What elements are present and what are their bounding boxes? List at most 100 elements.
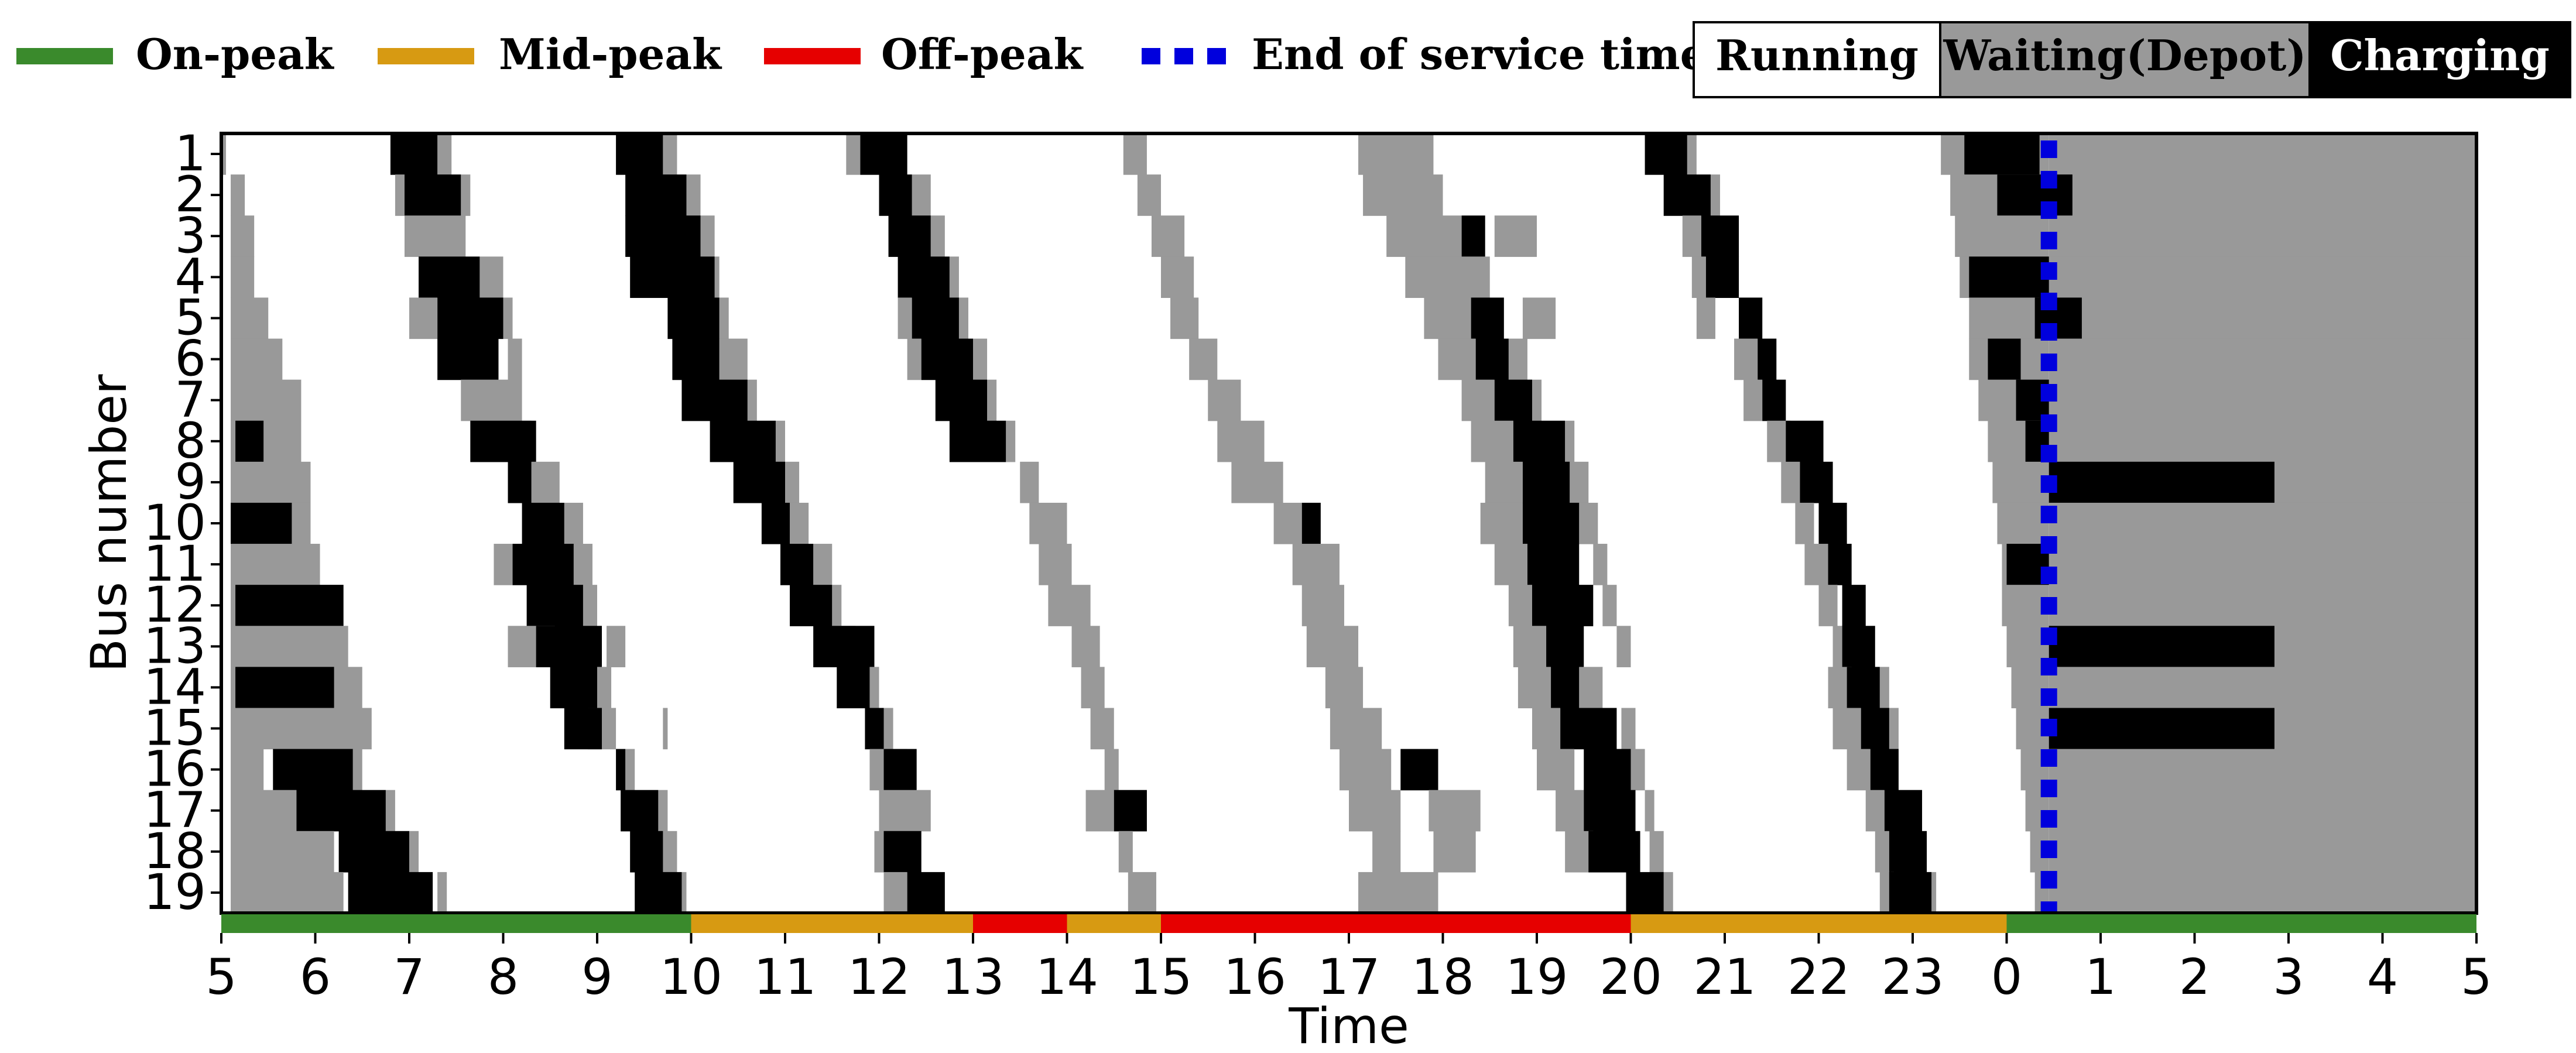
y-tick-label: 10 [143,494,206,551]
charging-bar [1842,585,1866,626]
waiting-bar [1471,420,1513,462]
waiting-bar [437,872,447,914]
waiting-bar [832,585,842,626]
charging-bar [1546,626,1584,667]
waiting-bar [461,379,522,421]
waiting-bar [409,831,419,873]
charging-bar [1997,174,2073,216]
legend-swatch-end-of-service [1207,48,1226,64]
waiting-bar [352,749,362,791]
waiting-bar [1104,749,1119,791]
waiting-bar [231,379,302,421]
waiting-bar [1537,749,1575,791]
x-tick-label: 1 [2085,948,2116,1006]
charging-bar [1663,174,1711,216]
charging-bar [550,667,597,709]
waiting-bar [1865,790,1885,832]
waiting-bar [719,338,748,380]
waiting-bar [949,256,959,299]
y-tick-label: 7 [175,371,206,428]
waiting-bar [1123,133,1147,175]
x-tick-label: 23 [1882,948,1944,1006]
y-tick-label: 6 [175,330,206,387]
legend: On-peak Mid-peak Off-peak End of service ti… [16,21,2571,98]
waiting-bar [1494,215,1537,257]
waiting-bar [1090,708,1114,750]
charging-bar [681,379,748,421]
x-tick-label: 5 [2461,948,2492,1006]
end-of-service-marker [2040,688,2057,706]
x-tick-label: 3 [2273,948,2304,1006]
charging-bar [526,585,583,626]
waiting-bar [461,174,471,216]
end-of-service-marker [2040,323,2057,341]
end-of-service-marker [2040,262,2057,280]
waiting-bar [898,297,912,339]
waiting-bar [1217,420,1265,462]
waiting-bar [1955,215,2049,257]
legend-state-box [1939,21,2311,98]
waiting-bar [1687,133,1697,175]
end-of-service-marker [2040,201,2057,219]
charging-bar [1626,872,1664,914]
charging-bar [1884,790,1923,832]
waiting-bar [1508,585,1532,626]
y-tick-label: 4 [175,248,206,305]
charging-bar [1522,502,1580,544]
waiting-bar [2049,790,2476,832]
charging-bar [883,749,917,791]
waiting-bar [663,133,677,175]
charging-bar [1705,256,1739,299]
x-tick-label: 6 [300,948,331,1006]
tariff-segment [691,914,973,933]
waiting-bar [1039,544,1072,585]
charging-bar [1584,790,1636,832]
plot-area [220,132,2478,933]
waiting-bar [231,461,311,503]
x-tick-label: 19 [1506,948,1568,1006]
x-tick-label: 5 [205,948,237,1006]
x-tick-label: 7 [393,948,424,1006]
waiting-bar [1649,831,1664,873]
charging-bar [1701,215,1739,257]
waiting-bar [714,256,720,299]
x-tick-label: 11 [754,948,817,1006]
waiting-bar [883,872,907,914]
charging-bar [1522,461,1570,503]
charging-bar [235,420,264,462]
charging-bar [1847,667,1880,709]
charging-bar [1828,544,1852,585]
waiting-bar [1795,502,1814,544]
y-tick-label: 15 [143,699,206,757]
waiting-bar [597,667,612,709]
charging-bar [1870,749,1899,791]
charging-bar [470,420,536,462]
waiting-bar [409,297,438,339]
waiting-bar [1645,790,1654,832]
tariff-segment [1067,914,1161,933]
charging-bar [616,749,626,791]
waiting-bar [1301,585,1344,626]
waiting-bar [1832,708,1861,750]
waiting-bar [395,174,405,216]
waiting-bar [1570,461,1589,503]
x-tick-label: 21 [1694,948,1756,1006]
y-tick-label: 3 [175,207,206,264]
charging-bar [273,749,353,791]
y-tick-label: 8 [175,412,206,469]
waiting-bar [930,215,945,257]
charging-bar [437,297,503,339]
waiting-bar [1273,502,1302,544]
end-of-service-marker [2040,567,2057,584]
waiting-bar [1020,461,1039,503]
waiting-bar [1029,502,1067,544]
end-of-service-marker [2040,140,2057,158]
waiting-bar [583,585,597,626]
charging-bar [1786,420,1824,462]
waiting-bar [681,872,687,914]
waiting-bar [1048,585,1091,626]
waiting-bar [1339,749,1392,791]
charging-bar [437,338,499,380]
waiting-bar [231,749,264,791]
